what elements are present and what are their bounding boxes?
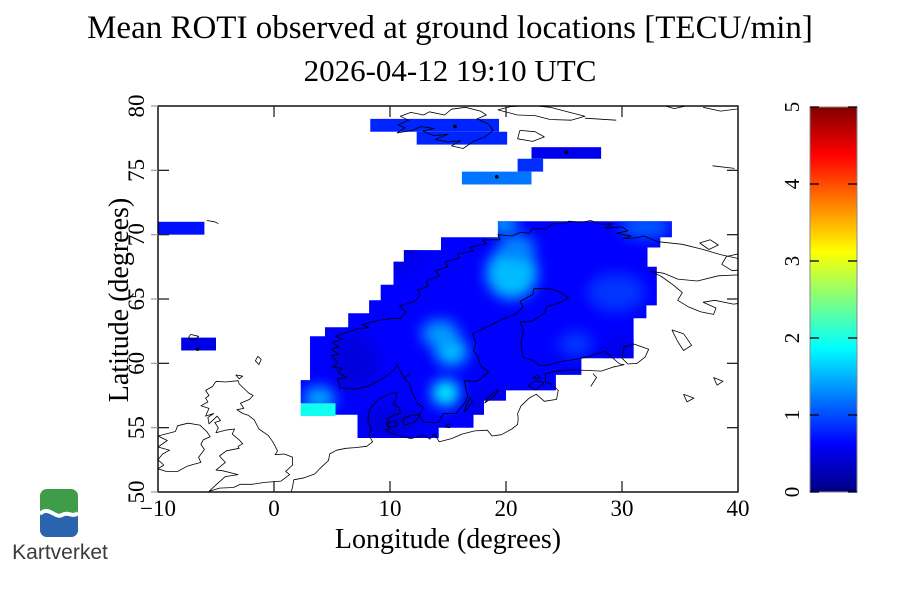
station-dot (453, 124, 457, 129)
logo-blue-half (40, 512, 78, 537)
roti-shading-blob (435, 337, 468, 366)
roti-cell-faroe (181, 337, 216, 351)
coastline-saaremaa (527, 380, 545, 391)
colorbar-tick-label: 2 (780, 333, 804, 344)
station-dot (564, 150, 569, 155)
roti-shading-blob (467, 389, 510, 420)
roti-shading-blob (332, 335, 379, 392)
coastline-baltic-south (400, 364, 625, 443)
roti-shading-blob (489, 221, 518, 234)
coastline-baltic-bothnia-finland (423, 288, 625, 423)
coastline-bornholm (444, 423, 451, 429)
coastline-funen (387, 420, 398, 427)
roti-main-region (300, 221, 672, 438)
colorbar: 0 1 2 3 4 5 (780, 102, 858, 498)
coastline-ireland (158, 422, 211, 472)
roti-cell-north-sea (300, 403, 336, 417)
coastline-onega (671, 329, 692, 351)
roti-cell-svalbard-north (370, 118, 500, 132)
kartverket-logo-text: Kartverket (12, 541, 108, 564)
y-tick-label: 70 (124, 223, 149, 246)
colorbar-tick-label: 3 (780, 256, 804, 267)
coastline-peipus (590, 373, 597, 387)
y-tick-label: 65 (124, 288, 149, 311)
x-axis-label: Longitude (degrees) (334, 524, 562, 555)
x-tick-label: 10 (379, 496, 402, 521)
roti-cell-barents-step (517, 158, 544, 172)
coastline-great-britain (200, 380, 294, 492)
roti-shading-blob (587, 273, 646, 312)
roti-shading-blob (431, 380, 460, 406)
colorbar-tick-label: 0 (780, 487, 804, 498)
coastline-hiiumaa (532, 374, 542, 379)
coastline-novaya-zemlya-dash (712, 165, 735, 169)
colorbar-tick-label: 1 (780, 410, 804, 421)
coastline-white-sea (650, 270, 738, 315)
roti-base-fill (300, 221, 672, 438)
roti-shading-blob (558, 331, 593, 357)
coastline-franz-josef-a (664, 106, 688, 109)
y-tick-label: 75 (124, 159, 149, 182)
chart-title: Mean ROTI observed at ground locations [… (87, 10, 813, 46)
roti-shading-blob (486, 247, 538, 299)
coastline-gotland (484, 389, 499, 404)
coastline-sweden-west (403, 377, 425, 423)
x-axis: −10 0 10 20 30 40 (140, 106, 750, 521)
chart-subtitle: 2026-04-12 19:10 UTC (303, 53, 597, 88)
x-tick-label: 0 (268, 496, 280, 521)
y-axis: 50 55 60 65 70 75 80 (124, 95, 738, 504)
coastline-jan-mayen-island (206, 220, 219, 225)
roti-cell-jan-mayen (158, 221, 205, 235)
colorbar-tick-label: 4 (780, 178, 804, 189)
coastline-ilmen (683, 393, 695, 403)
y-tick-label: 55 (124, 416, 149, 439)
coastline-ladoga (621, 343, 650, 365)
coastline-shetland (254, 356, 262, 366)
station-dot (195, 347, 200, 351)
coastline-kvitoya (584, 117, 617, 121)
y-tick-label: 50 (124, 481, 149, 504)
coastline-oland (463, 396, 473, 413)
coastline-continent-north-sea (291, 391, 401, 492)
coastline-franz-josef-b (703, 106, 738, 112)
roti-shading-blob (380, 234, 423, 274)
coastline-norway (330, 220, 738, 390)
x-tick-label: −10 (140, 496, 176, 521)
coastline-faroe-islands (187, 334, 200, 341)
colorbar-gradient (809, 106, 858, 493)
coastline-orkney (235, 374, 244, 380)
coastline-kanin (721, 253, 738, 272)
coastline-kolguyev (699, 239, 719, 250)
kartverket-logo (40, 489, 78, 537)
coastline-nordaustlandet (497, 106, 586, 121)
x-tick-label: 20 (495, 496, 518, 521)
roti-cell-svalbard-south (416, 131, 508, 145)
map-layer (158, 106, 738, 492)
coastline-rybinsk (713, 377, 724, 386)
x-tick-label: 40 (727, 496, 750, 521)
y-tick-label: 80 (124, 95, 149, 118)
coastlines (158, 106, 738, 492)
logo-white-wave (40, 508, 78, 518)
roti-shading-blob (500, 234, 535, 261)
coastline-zealand (402, 414, 421, 426)
x-tick-label: 30 (611, 496, 634, 521)
ground-stations (195, 124, 569, 351)
y-tick-label: 60 (124, 352, 149, 375)
station-dot (494, 174, 499, 179)
roti-shading-blob (619, 221, 671, 239)
coastline-spitsbergen (396, 106, 494, 149)
coastline-edgeoya (517, 130, 545, 142)
colorbar-tick-label: 5 (780, 102, 804, 113)
roti-shading-blob (361, 405, 419, 437)
